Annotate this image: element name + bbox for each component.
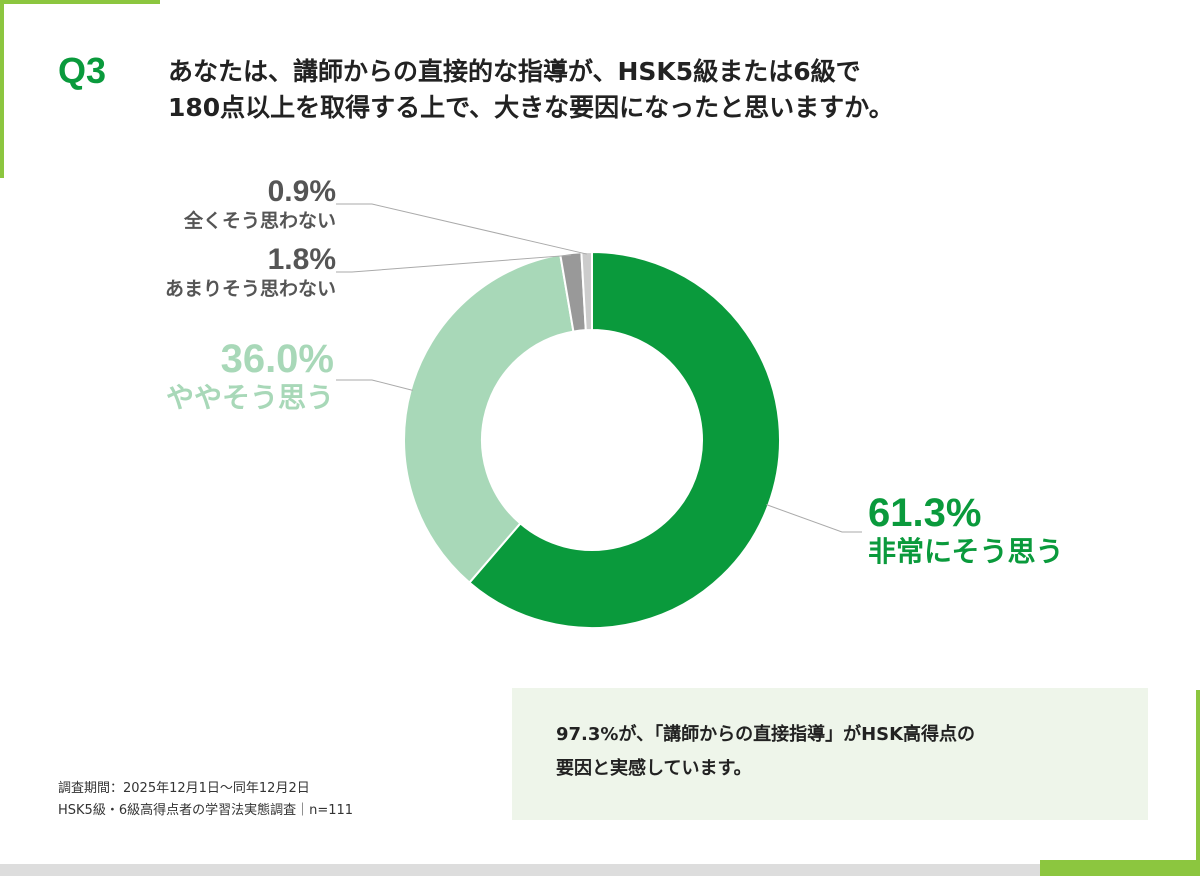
slice-value-label: 0.9% [267, 175, 336, 208]
question-line-2: 180点以上を取得する上で、大きな要因になったと思いますか。 [168, 93, 894, 122]
frame-accent-left [0, 0, 4, 178]
leader-line [336, 379, 413, 391]
slice-value-label: 1.8% [267, 243, 336, 276]
slice-label-somewhat-agree: 36.0% ややそう思う [166, 338, 334, 416]
frame-accent-right [1196, 690, 1200, 876]
frame-accent-bottom-right [1040, 860, 1200, 876]
leader-line [336, 203, 587, 255]
slice-very-agree [468, 250, 781, 629]
slice-label-very-agree: 61.3% 非常にそう思う [868, 492, 1063, 570]
slice-category-label: ややそう思う [165, 381, 334, 414]
slice-category-label: あまりそう思わない [164, 278, 336, 300]
survey-info: 調査期間：2025年12月1日〜同年12月2日 HSK5級・6級高得点者の学習法… [58, 778, 353, 822]
slice-label-not-really: 1.8% あまりそう思わない [165, 244, 336, 302]
question-text: あなたは、講師からの直接的な指導が、HSK5級または6級で 180点以上を取得す… [168, 54, 1068, 126]
question-line-1: あなたは、講師からの直接的な指導が、HSK5級または6級で [168, 57, 861, 86]
frame-accent-top [0, 0, 160, 4]
survey-period: 調査期間：2025年12月1日〜同年12月2日 [58, 781, 310, 796]
slice-somewhat-agree [403, 253, 575, 584]
summary-line-2: 要因と実感しています。 [556, 758, 752, 779]
slice-label-not-at-all: 0.9% 全くそう思わない [184, 176, 336, 234]
donut-slices [403, 250, 781, 629]
slice-value-label: 61.3% [868, 491, 982, 535]
slice-category-label: 非常にそう思う [868, 535, 1064, 568]
survey-name: HSK5級・6級高得点者の学習法実態調査｜n=111 [58, 803, 354, 818]
slice-category-label: 全くそう思わない [183, 210, 336, 232]
leader-line [766, 504, 862, 533]
question-number: Q3 [58, 50, 107, 91]
footer-divider [0, 864, 1200, 876]
label-leader-lines [336, 203, 862, 533]
leader-line [336, 254, 572, 273]
slice-not-at-all [580, 250, 593, 332]
slice-value-label: 36.0% [220, 337, 334, 381]
summary-line-1: 97.3%が、「講師からの直接指導」がHSK高得点の [556, 724, 976, 745]
summary-text: 97.3%が、「講師からの直接指導」がHSK高得点の 要因と実感しています。 [556, 718, 1126, 786]
summary-box: 97.3%が、「講師からの直接指導」がHSK高得点の 要因と実感しています。 [512, 688, 1148, 820]
